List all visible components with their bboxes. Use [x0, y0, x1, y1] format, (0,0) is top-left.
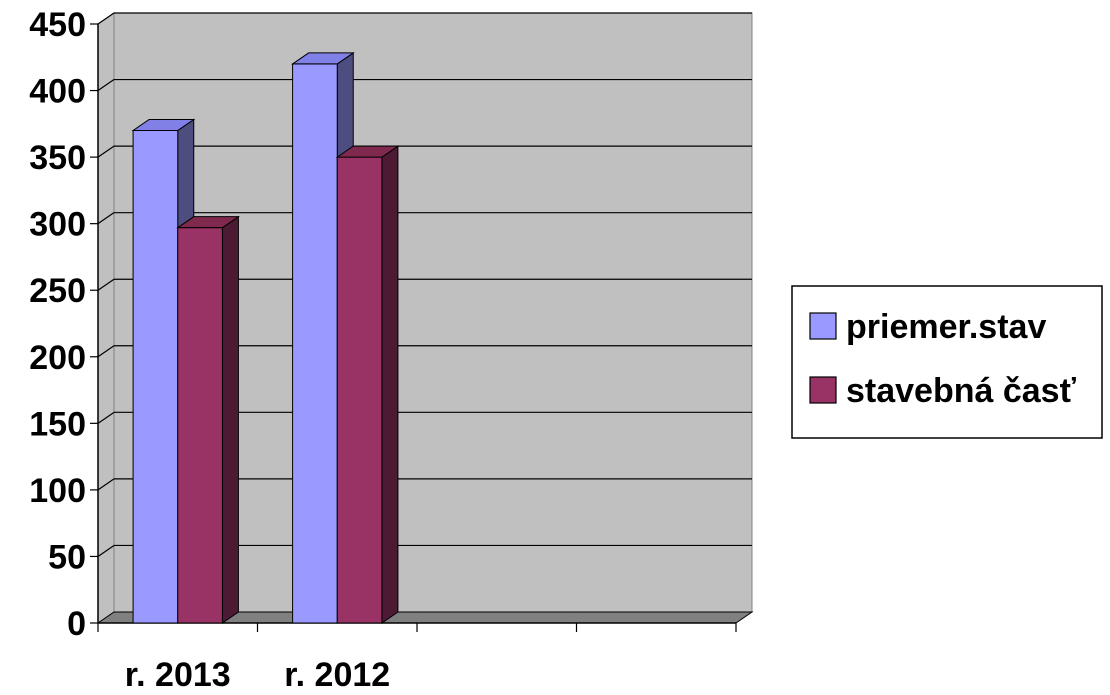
bar-side	[381, 145, 399, 624]
bar-top	[335, 145, 400, 158]
bar	[335, 145, 400, 624]
legend-label: stavebná časť	[846, 372, 1077, 410]
legend-label: priemer.stav	[846, 308, 1046, 346]
legend-box	[791, 285, 1103, 439]
x-axis: r. 2013 r. 2012	[97, 622, 737, 694]
gridline-side	[97, 212, 115, 225]
bar-front	[132, 129, 179, 624]
legend-item: priemer.stav	[809, 308, 1046, 346]
y-tick-label: 50	[48, 538, 86, 576]
x-tick-label: r. 2013	[125, 656, 231, 694]
bar-front	[177, 227, 223, 624]
y-tick-label: 400	[29, 73, 86, 111]
bar-top	[131, 118, 196, 131]
y-tick-label: 250	[29, 272, 86, 310]
legend-swatch	[809, 376, 837, 404]
y-tick-label: 100	[29, 472, 86, 510]
bar-side	[221, 215, 239, 624]
gridline-side	[97, 79, 115, 92]
legend-item: stavebná časť	[809, 372, 1077, 410]
gridline-side	[97, 145, 115, 158]
y-axis: 0 50 100 150 200 250 300 350 400 450	[29, 6, 99, 643]
gridline-side	[97, 478, 115, 491]
bar-top	[176, 216, 241, 229]
y-tick-label: 300	[29, 206, 86, 244]
y-tick-label: 200	[29, 339, 86, 377]
bars	[131, 51, 400, 624]
bar-front	[336, 156, 383, 624]
legend-swatch	[809, 312, 837, 340]
x-tick-label: r. 2012	[284, 656, 390, 694]
y-tick-label: 450	[29, 6, 86, 44]
y-tick-label: 150	[29, 405, 86, 443]
gridline-side	[97, 12, 115, 25]
bar-top	[290, 52, 355, 65]
gridline-side	[97, 411, 115, 424]
y-tick-label: 350	[29, 139, 86, 177]
legend: priemer.stav stavebná časť	[791, 285, 1103, 439]
gridline-side	[97, 544, 115, 557]
bar	[176, 215, 241, 624]
gridline-side	[97, 278, 115, 291]
y-tick-label: 0	[67, 605, 86, 643]
bar-front	[292, 63, 338, 624]
side-wall	[97, 12, 115, 624]
gridline-side	[97, 345, 115, 358]
